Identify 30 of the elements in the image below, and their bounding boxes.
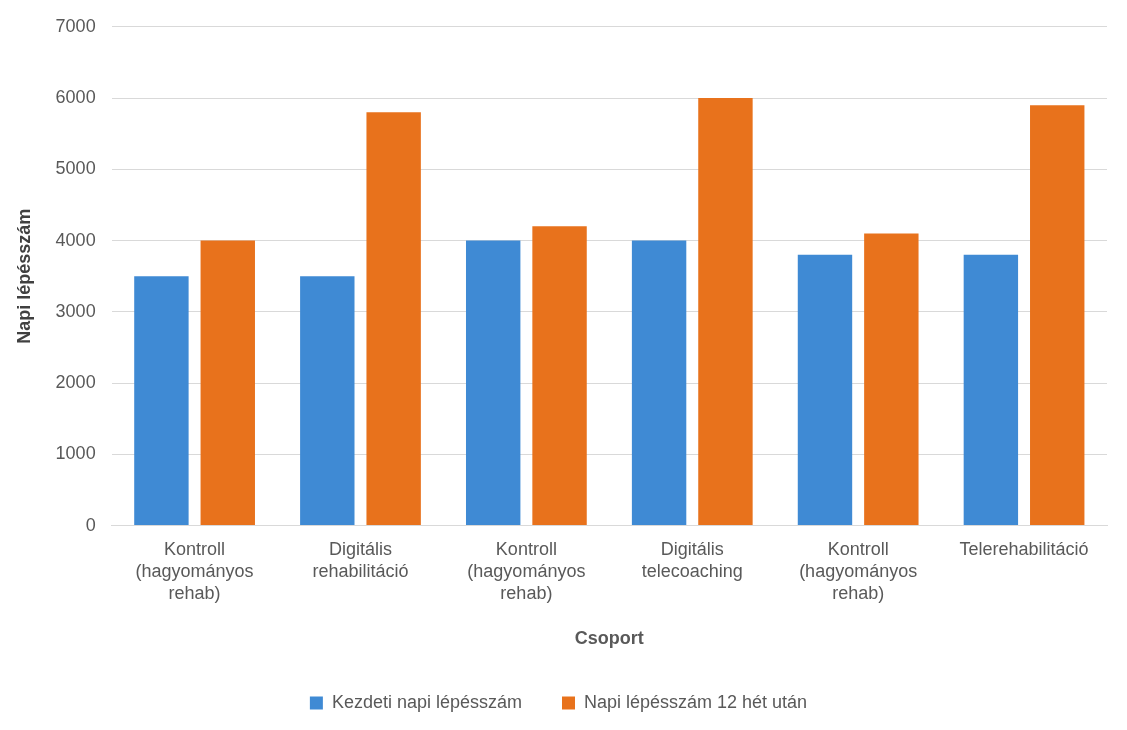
bar xyxy=(698,98,753,526)
y-tick-label: 2000 xyxy=(55,372,96,393)
bar xyxy=(134,276,189,526)
bar xyxy=(465,240,521,526)
bar xyxy=(300,276,355,526)
x-tick-label: Kontroll (hagyományos rehab) xyxy=(135,539,254,603)
bar xyxy=(963,254,1019,526)
legend-label: Napi lépésszám 12 hét után xyxy=(583,691,808,712)
y-tick-label: 7000 xyxy=(55,15,96,36)
x-axis-title: Csoport xyxy=(574,628,644,649)
bar xyxy=(797,254,853,526)
bar xyxy=(1030,105,1085,526)
y-tick-label: 0 xyxy=(85,514,96,535)
y-tick-label: 4000 xyxy=(55,229,96,250)
x-tick-label: Kontroll (hagyományos rehab) xyxy=(799,539,918,603)
y-axis-title: Napi lépésszám xyxy=(13,208,34,344)
y-tick-label: 3000 xyxy=(55,300,96,321)
bar xyxy=(366,112,421,526)
bar xyxy=(200,240,255,526)
x-tick-label: Kontroll (hagyományos rehab) xyxy=(467,539,586,603)
legend-label: Kezdeti napi lépésszám xyxy=(331,691,522,712)
y-tick-label: 5000 xyxy=(55,158,96,179)
x-tick-label: Telerehabilitáció xyxy=(959,539,1089,560)
x-tick-label: Digitális telecoaching xyxy=(641,539,743,581)
y-tick-label: 6000 xyxy=(55,87,96,108)
bar xyxy=(864,233,919,526)
bar xyxy=(532,226,587,526)
y-tick-label: 1000 xyxy=(55,443,96,464)
x-tick-label: Digitális rehabilitáció xyxy=(312,539,409,581)
bar xyxy=(631,240,687,526)
